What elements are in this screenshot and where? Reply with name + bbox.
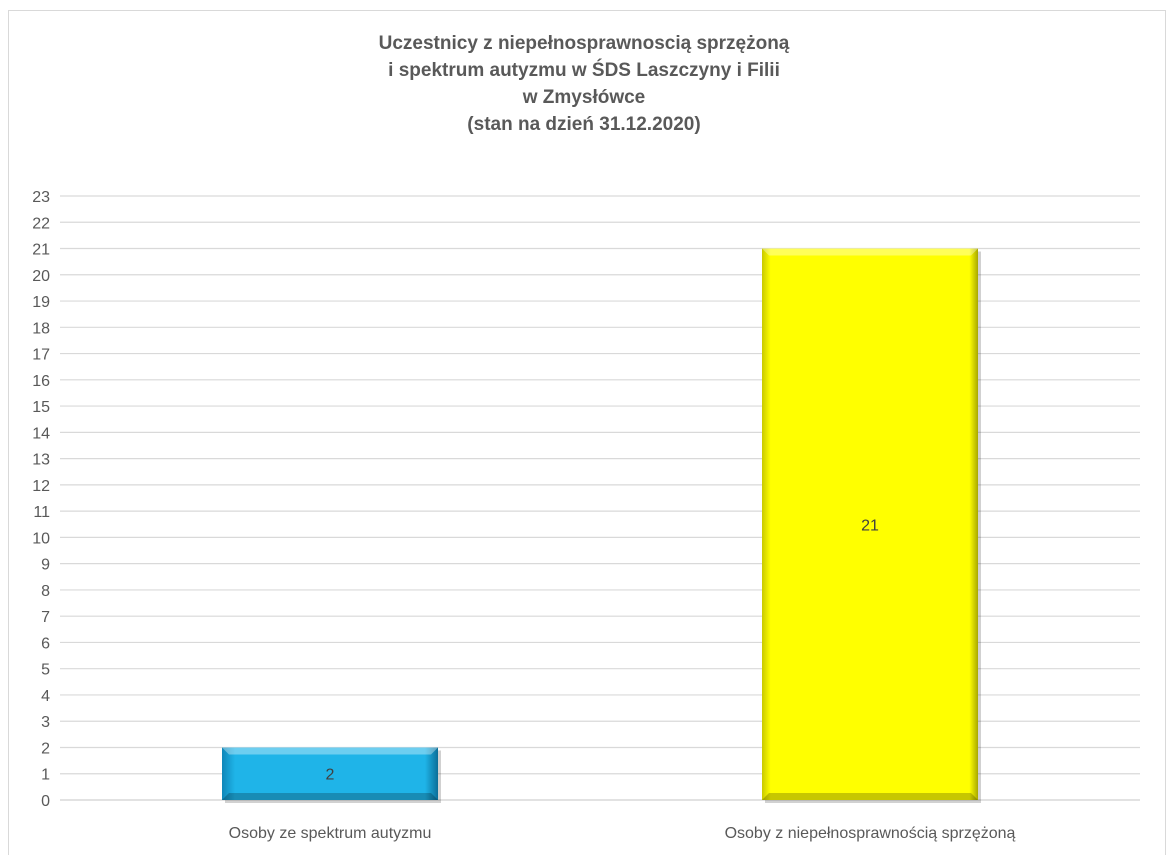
y-tick-label: 12 bbox=[32, 478, 50, 495]
x-category-label: Osoby z niepełnosprawnością sprzężoną bbox=[725, 825, 1016, 842]
chart-title-line-2: i spektrum autyzmu w ŚDS Laszczyny i Fil… bbox=[388, 60, 780, 81]
bar-bevel-bottom bbox=[762, 793, 978, 800]
y-tick-label: 19 bbox=[32, 294, 50, 311]
y-tick-label: 1 bbox=[41, 767, 50, 784]
bar-bevel-top bbox=[222, 747, 438, 755]
y-tick-label: 20 bbox=[32, 268, 50, 285]
y-tick-label: 13 bbox=[32, 452, 50, 469]
bar-1 bbox=[222, 747, 441, 803]
chart-title: Uczestnicy z niepełnosprawnoscią sprzężo… bbox=[0, 30, 1168, 138]
y-tick-label: 21 bbox=[32, 242, 50, 259]
x-category-label: Osoby ze spektrum autyzmu bbox=[229, 825, 432, 842]
y-tick-label: 2 bbox=[41, 740, 50, 757]
y-tick-label: 8 bbox=[41, 583, 50, 600]
bar-body bbox=[762, 248, 978, 801]
y-tick-label: 6 bbox=[41, 635, 50, 652]
y-tick-label: 10 bbox=[32, 530, 50, 547]
y-tick-label: 18 bbox=[32, 320, 50, 337]
bar-2 bbox=[762, 248, 981, 804]
bar-bevel-bottom bbox=[222, 793, 438, 800]
chart-title-line-1: Uczestnicy z niepełnosprawnoscią sprzężo… bbox=[378, 33, 790, 54]
y-tick-label: 5 bbox=[41, 662, 50, 679]
y-tick-label: 4 bbox=[41, 688, 50, 705]
bar-data-label: 21 bbox=[861, 517, 879, 534]
chart-title-line-3: w Zmysłówce bbox=[522, 87, 646, 108]
y-tick-label: 0 bbox=[41, 793, 50, 810]
y-tick-label: 14 bbox=[32, 425, 50, 442]
y-tick-label: 9 bbox=[41, 557, 50, 574]
y-tick-label: 15 bbox=[32, 399, 50, 416]
y-tick-label: 11 bbox=[33, 504, 50, 521]
y-tick-label: 23 bbox=[32, 189, 50, 206]
bar-data-label: 2 bbox=[326, 767, 335, 784]
y-tick-label: 3 bbox=[41, 714, 50, 731]
y-tick-label: 22 bbox=[32, 215, 50, 232]
bar-bevel-top bbox=[762, 248, 978, 256]
bar-body bbox=[222, 747, 438, 800]
y-tick-label: 7 bbox=[41, 609, 50, 626]
y-tick-label: 17 bbox=[32, 347, 50, 364]
chart-title-line-4: (stan na dzień 31.12.2020) bbox=[467, 114, 701, 135]
y-tick-label: 16 bbox=[32, 373, 50, 390]
